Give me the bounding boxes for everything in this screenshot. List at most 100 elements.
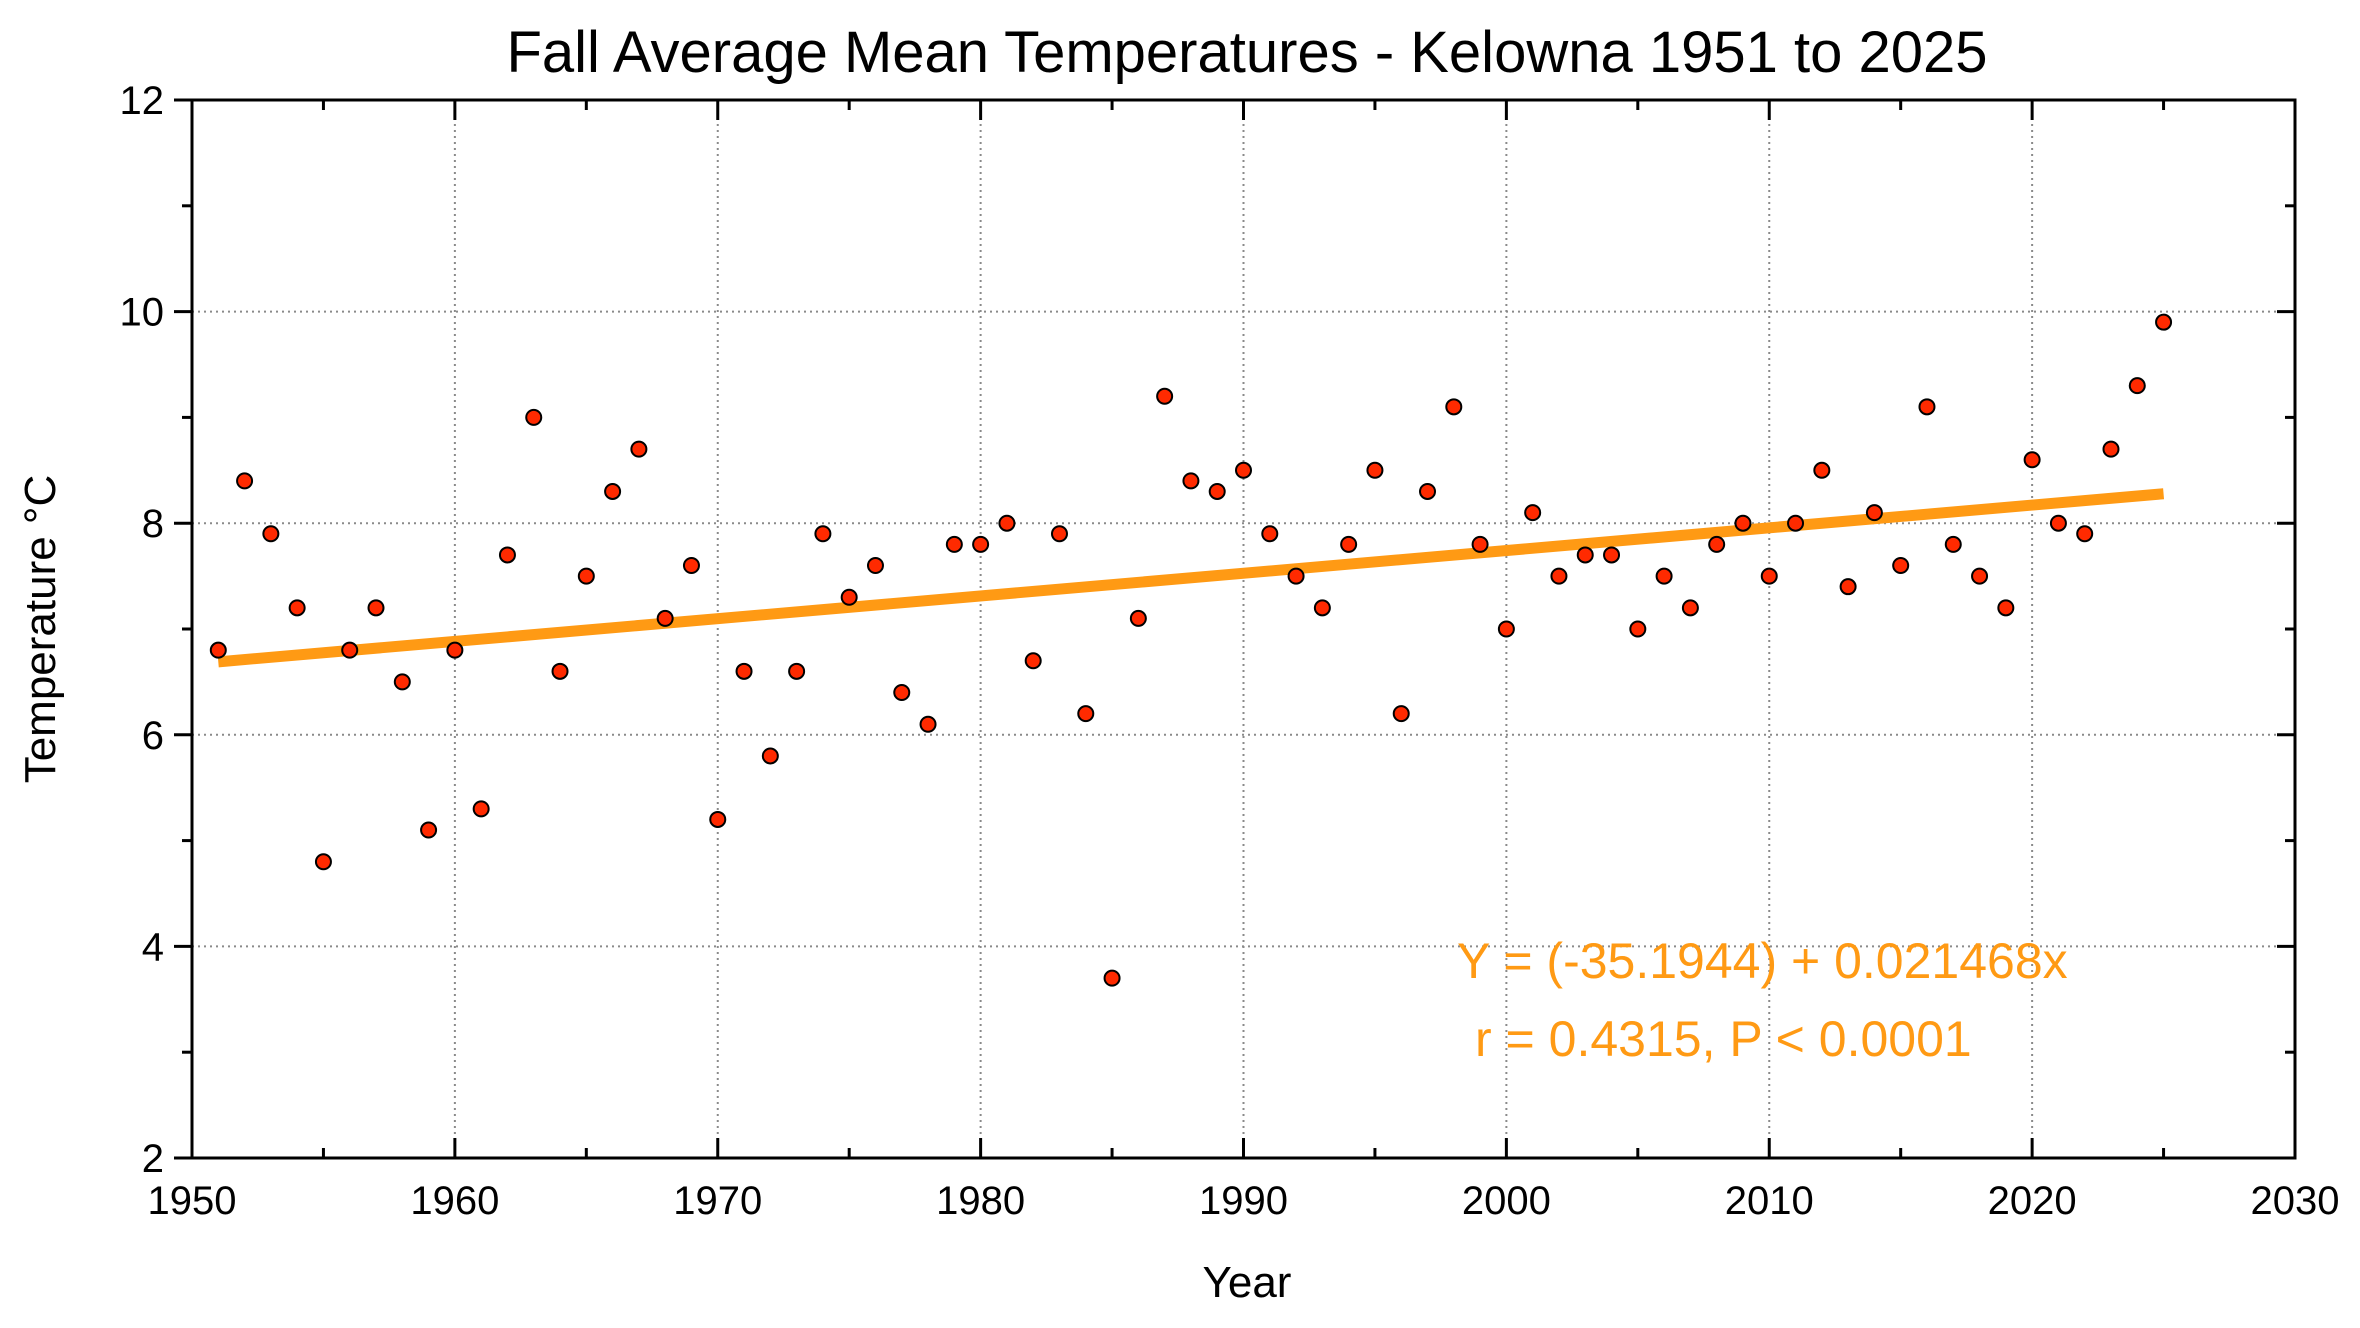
- data-point: [893, 683, 911, 701]
- data-point: [1524, 504, 1542, 522]
- data-point: [656, 609, 674, 627]
- data-point: [1971, 567, 1989, 585]
- y-axis-label: Temperature °C: [16, 475, 65, 784]
- data-point: [1471, 535, 1489, 553]
- data-point: [1576, 546, 1594, 564]
- data-point: [2076, 525, 2094, 543]
- data-point: [1392, 705, 1410, 723]
- data-point: [840, 588, 858, 606]
- data-points: [209, 313, 2173, 987]
- x-tick-label: 1960: [410, 1179, 499, 1223]
- y-tick-label: 12: [120, 79, 165, 123]
- x-tick-label: 1990: [1199, 1179, 1288, 1223]
- data-point: [1366, 461, 1384, 479]
- data-point: [998, 514, 1016, 532]
- data-point: [709, 810, 727, 828]
- data-point: [1077, 705, 1095, 723]
- data-point: [1944, 535, 1962, 553]
- y-tick-label: 2: [142, 1137, 164, 1181]
- data-point: [393, 673, 411, 691]
- data-point: [972, 535, 990, 553]
- data-point: [761, 747, 779, 765]
- data-point: [2049, 514, 2067, 532]
- data-point: [1708, 535, 1726, 553]
- trend-line-group: [217, 488, 2165, 668]
- data-point: [236, 472, 254, 490]
- y-tick-label: 8: [142, 502, 164, 546]
- data-point: [1261, 525, 1279, 543]
- data-point: [735, 662, 753, 680]
- data-point: [814, 525, 832, 543]
- chart-title: Fall Average Mean Temperatures - Kelowna…: [506, 20, 1987, 85]
- data-point: [1629, 620, 1647, 638]
- data-point: [1839, 578, 1857, 596]
- data-point: [1129, 609, 1147, 627]
- data-point: [1997, 599, 2015, 617]
- data-point: [498, 546, 516, 564]
- data-point: [945, 535, 963, 553]
- data-point: [551, 662, 569, 680]
- data-point: [1235, 461, 1252, 479]
- data-point: [1287, 567, 1305, 585]
- data-point: [1681, 599, 1699, 617]
- data-point: [1419, 482, 1437, 500]
- data-point: [1734, 514, 1752, 532]
- y-tick-label: 4: [142, 925, 164, 969]
- data-point: [788, 662, 806, 680]
- data-point: [1445, 398, 1463, 416]
- axis-ticks: 1950 1960 1970 1980 1990 2000 2010 2020 2030 2 4 6 8…: [120, 79, 2340, 1223]
- data-point: [1813, 461, 1831, 479]
- x-tick-label: 1980: [936, 1179, 1025, 1223]
- regression-stats: r = 0.4315, P < 0.0001: [1475, 1011, 1972, 1067]
- x-tick-label: 2030: [2251, 1179, 2340, 1223]
- x-tick-label: 2000: [1462, 1179, 1551, 1223]
- data-point: [630, 440, 648, 458]
- data-point: [341, 641, 359, 659]
- trend-line: [217, 488, 2165, 668]
- data-point: [1050, 525, 1068, 543]
- data-point: [2102, 440, 2120, 458]
- data-point: [1103, 969, 1121, 987]
- data-point: [420, 821, 438, 839]
- data-point: [1024, 652, 1042, 670]
- data-point: [1340, 535, 1358, 553]
- y-tick-label: 6: [142, 714, 164, 758]
- x-axis-label: Year: [1203, 1258, 1292, 1307]
- data-point: [1208, 482, 1226, 500]
- data-point: [1787, 514, 1805, 532]
- data-point: [682, 557, 700, 575]
- x-tick-label: 2010: [1725, 1179, 1814, 1223]
- data-point: [1655, 567, 1673, 585]
- data-point: [2023, 451, 2041, 469]
- data-point: [1760, 567, 1778, 585]
- x-tick-label: 1950: [148, 1179, 237, 1223]
- data-point: [577, 567, 595, 585]
- data-point: [262, 525, 280, 543]
- data-point: [314, 853, 332, 871]
- data-point: [472, 800, 490, 818]
- data-point: [1313, 599, 1331, 617]
- data-point: [1603, 546, 1621, 564]
- data-point: [1550, 567, 1568, 585]
- data-point: [1156, 387, 1174, 405]
- data-point: [209, 641, 227, 659]
- x-tick-label: 2020: [1988, 1179, 2077, 1223]
- data-point: [866, 557, 884, 575]
- data-point: [446, 641, 464, 659]
- data-point: [1497, 620, 1515, 638]
- regression-equation: Y = (-35.1944) + 0.021468x: [1457, 933, 2068, 989]
- data-point: [1182, 472, 1200, 490]
- data-point: [2155, 313, 2173, 331]
- x-tick-label: 1970: [673, 1179, 762, 1223]
- y-tick-label: 10: [120, 291, 165, 335]
- data-point: [525, 408, 543, 426]
- data-point: [1892, 557, 1910, 575]
- data-point: [919, 715, 937, 733]
- data-point: [367, 599, 385, 617]
- data-point: [1865, 504, 1883, 522]
- data-point: [2128, 377, 2146, 395]
- grid: [192, 100, 2295, 1158]
- data-point: [1918, 398, 1936, 416]
